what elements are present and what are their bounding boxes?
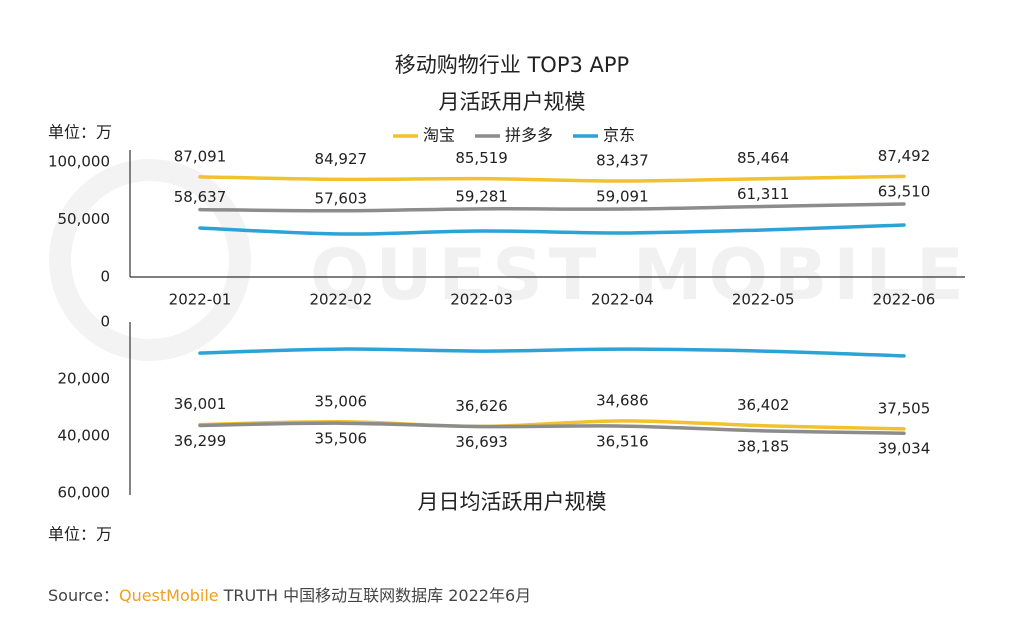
data-label: 36,299 (174, 432, 227, 450)
x-tick-label: 2022-03 (450, 291, 513, 309)
data-label: 57,603 (315, 189, 368, 207)
y-tick-label: 0 (100, 268, 110, 286)
legend-label: 淘宝 (423, 126, 455, 145)
legend-label: 京东 (603, 126, 635, 145)
x-tick-label: 2022-01 (169, 291, 232, 309)
data-label: 35,506 (315, 430, 368, 448)
data-label: 39,034 (878, 440, 931, 458)
data-label: 87,492 (878, 147, 931, 165)
chart-title: 移动购物行业 TOP3 APP (395, 53, 629, 77)
data-label: 59,281 (455, 187, 508, 205)
y-tick-label: 0 (100, 313, 110, 331)
data-label: 36,001 (174, 395, 227, 413)
watermark-logo (49, 159, 251, 361)
series-line (198, 223, 906, 236)
x-tick-label: 2022-05 (732, 291, 795, 309)
y-tick-label: 50,000 (58, 210, 111, 228)
series-line (198, 202, 906, 213)
y-tick-label: 100,000 (48, 153, 110, 171)
x-tick-label: 2022-06 (873, 291, 936, 309)
data-label: 58,637 (174, 188, 227, 206)
unit-label: 单位：万 (48, 525, 112, 544)
data-label: 36,693 (455, 433, 508, 451)
watermark: QUEST MOBILE (310, 234, 970, 316)
data-label: 85,464 (737, 149, 790, 167)
series-line (198, 347, 906, 358)
data-label: 63,510 (878, 182, 931, 200)
y-tick-label: 60,000 (58, 484, 111, 502)
data-label: 84,927 (315, 150, 368, 168)
chart-title: 月日均活跃用户规模 (418, 490, 607, 514)
data-label: 85,519 (455, 149, 508, 167)
data-label: 36,626 (455, 397, 508, 415)
source-rest: TRUTH 中国移动互联网数据库 2022年6月 (223, 586, 531, 605)
data-label: 37,505 (878, 399, 931, 417)
data-label: 34,686 (596, 391, 649, 409)
x-tick-label: 2022-02 (309, 291, 372, 309)
source: Source：QuestMobile TRUTH 中国移动互联网数据库 2022年… (48, 586, 531, 605)
data-label: 35,006 (315, 392, 368, 410)
y-tick-label: 20,000 (58, 370, 111, 388)
chart-subtitle: 月活跃用户规模 (439, 90, 586, 114)
x-tick-label: 2022-04 (591, 291, 654, 309)
y-tick-label: 40,000 (58, 427, 111, 445)
data-label: 36,402 (737, 396, 790, 414)
series-line (198, 174, 906, 183)
data-label: 83,437 (596, 152, 649, 170)
data-label: 87,091 (174, 147, 227, 165)
unit-label: 单位：万 (48, 123, 112, 142)
series-line (198, 421, 906, 435)
source-brand: QuestMobile (119, 586, 219, 605)
data-label: 59,091 (596, 188, 649, 206)
source-prefix: Source： (48, 586, 119, 605)
data-label: 36,516 (596, 433, 649, 451)
legend-label: 拼多多 (505, 126, 553, 145)
data-label: 61,311 (737, 185, 790, 203)
data-label: 38,185 (737, 437, 790, 455)
